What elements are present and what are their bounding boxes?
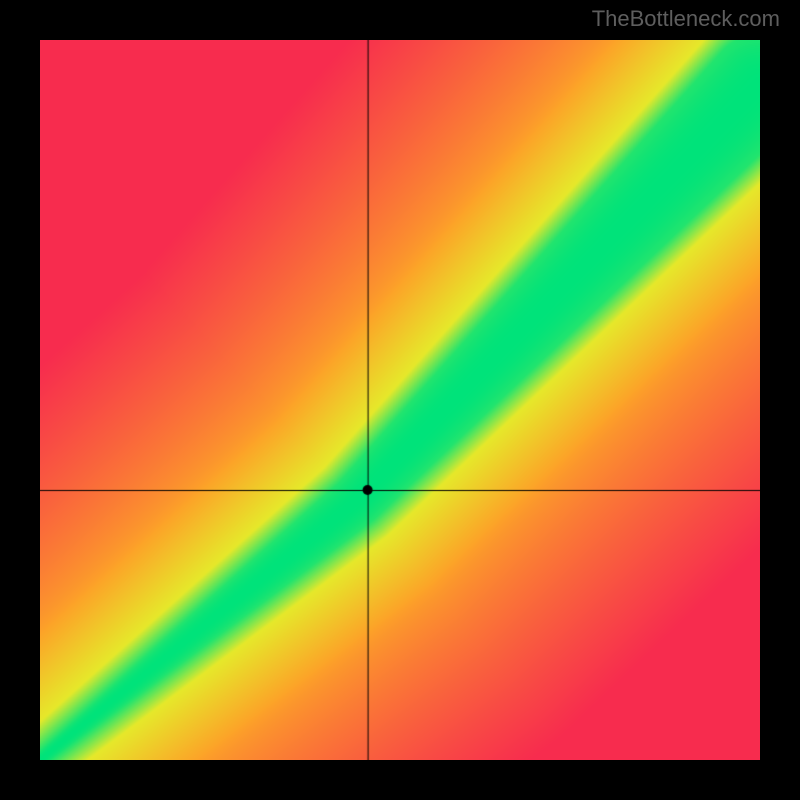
overlay-canvas	[40, 40, 760, 760]
attribution-label: TheBottleneck.com	[592, 6, 780, 32]
heatmap-plot	[40, 40, 760, 760]
chart-container: TheBottleneck.com	[0, 0, 800, 800]
